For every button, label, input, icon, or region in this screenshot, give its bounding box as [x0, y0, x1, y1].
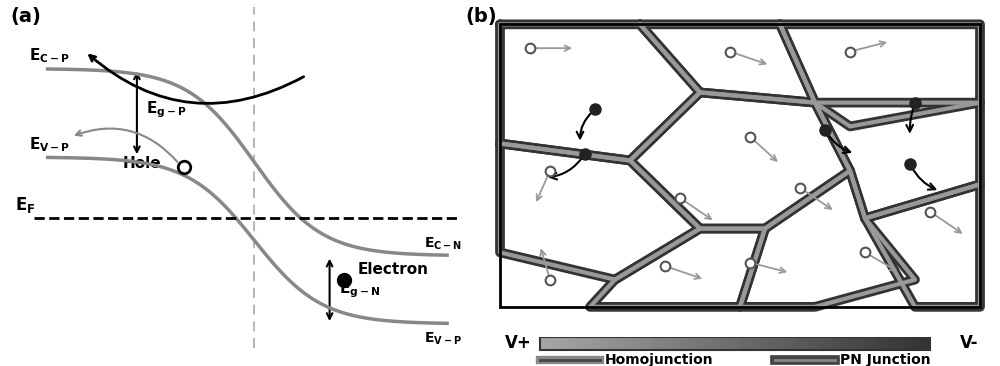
Text: PN Junction: PN Junction [840, 353, 931, 366]
Text: $\mathbf{E_{V-P}}$: $\mathbf{E_{V-P}}$ [29, 135, 70, 154]
Text: Hole: Hole [123, 156, 161, 171]
Bar [540, 337, 930, 350]
Text: Electron: Electron [358, 262, 429, 277]
Text: $\mathbf{E_F}$: $\mathbf{E_F}$ [15, 195, 35, 215]
Text: V-: V- [960, 334, 978, 352]
Text: $\mathbf{E_{g-P}}$: $\mathbf{E_{g-P}}$ [146, 99, 187, 120]
Text: $\mathbf{E_{V-P}}$: $\mathbf{E_{V-P}}$ [424, 331, 461, 347]
Text: $\mathbf{E_{C-P}}$: $\mathbf{E_{C-P}}$ [29, 46, 70, 65]
Text: (a): (a) [10, 7, 41, 26]
Bar [500, 24, 980, 307]
Text: (b): (b) [465, 7, 497, 26]
Text: $\mathbf{E_{C-N}}$: $\mathbf{E_{C-N}}$ [424, 236, 462, 253]
Text: V+: V+ [505, 334, 532, 352]
Text: Homojunction: Homojunction [605, 353, 714, 366]
Text: $\mathbf{E_{g-N}}$: $\mathbf{E_{g-N}}$ [339, 280, 380, 300]
